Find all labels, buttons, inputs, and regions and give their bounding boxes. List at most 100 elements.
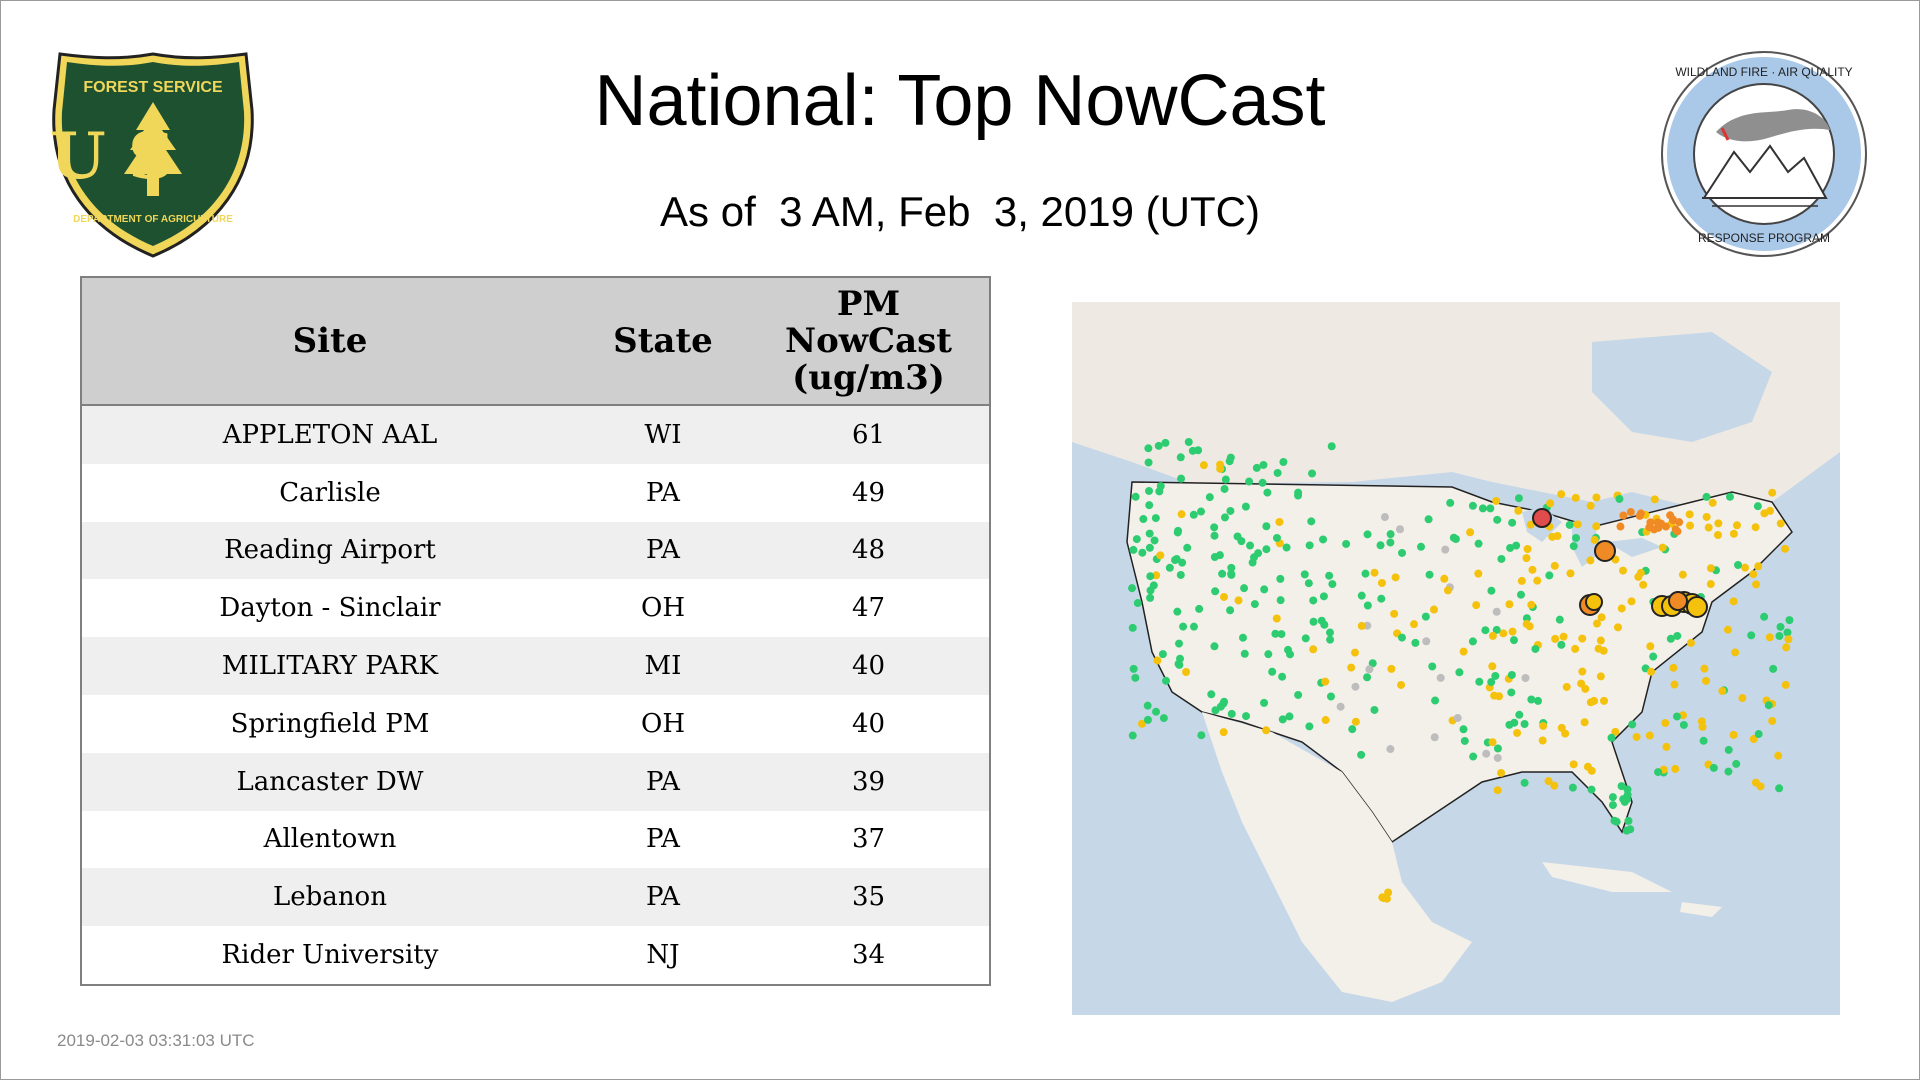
cell-value: 40	[748, 637, 990, 695]
site-marker	[1612, 817, 1621, 826]
site-marker	[1422, 637, 1431, 646]
site-marker	[1706, 564, 1715, 573]
site-marker	[1199, 461, 1208, 470]
site-marker	[1319, 592, 1328, 601]
site-marker	[1421, 612, 1430, 621]
site-marker	[1713, 530, 1722, 539]
site-marker	[1672, 712, 1681, 721]
site-marker	[1666, 634, 1675, 643]
site-marker	[1468, 501, 1477, 510]
logo-right-bottom-text: RESPONSE PROGRAM	[1698, 231, 1830, 245]
site-marker	[1729, 529, 1738, 538]
site-marker	[1143, 715, 1152, 724]
table-row: Lebanon PA 35	[81, 868, 990, 927]
site-marker	[1724, 745, 1733, 754]
site-marker	[1275, 518, 1284, 527]
site-marker	[1183, 543, 1192, 552]
site-marker	[1685, 510, 1694, 519]
site-marker	[1177, 474, 1186, 483]
site-marker	[1254, 549, 1263, 558]
site-marker	[1499, 629, 1508, 638]
site-marker	[1162, 676, 1171, 685]
site-marker	[1562, 682, 1571, 691]
site-marker	[1781, 544, 1790, 553]
site-marker	[1129, 664, 1138, 673]
site-marker	[1227, 563, 1236, 572]
site-marker	[1581, 684, 1590, 693]
site-marker	[1252, 463, 1261, 472]
site-marker	[1133, 599, 1142, 608]
site-marker	[1599, 646, 1608, 655]
site-marker	[1513, 728, 1522, 737]
site-marker	[1210, 553, 1219, 562]
site-marker	[1325, 628, 1334, 637]
site-marker	[1325, 571, 1334, 580]
site-marker	[1460, 736, 1469, 745]
site-marker	[1425, 570, 1434, 579]
table-row: Springfield PM OH 40	[81, 694, 990, 753]
site-marker	[1285, 712, 1294, 721]
site-marker	[1321, 677, 1330, 686]
site-marker	[1557, 640, 1566, 649]
site-marker	[1342, 539, 1351, 548]
site-marker	[1449, 533, 1458, 542]
site-marker	[1234, 596, 1243, 605]
site-marker	[1724, 767, 1733, 776]
site-marker	[1146, 593, 1155, 602]
site-marker	[1262, 522, 1271, 531]
site-marker	[1436, 673, 1445, 682]
site-marker	[1278, 715, 1287, 724]
site-marker	[1430, 733, 1439, 742]
site-marker	[1514, 506, 1523, 515]
site-marker	[1307, 517, 1316, 526]
site-marker	[1363, 601, 1372, 610]
site-marker	[1628, 720, 1637, 729]
site-marker	[1351, 682, 1360, 691]
site-marker	[1555, 615, 1564, 624]
cell-value: 34	[748, 926, 990, 985]
site-marker	[1550, 561, 1559, 570]
site-marker	[1509, 636, 1518, 645]
site-marker	[1487, 586, 1496, 595]
site-marker	[1654, 768, 1663, 777]
table-row: Lancaster DW PA 39	[81, 752, 990, 811]
site-marker	[1577, 679, 1586, 688]
site-marker	[1397, 680, 1406, 689]
site-marker	[1784, 635, 1793, 644]
site-marker	[1528, 565, 1537, 574]
site-marker	[1309, 617, 1318, 626]
site-marker	[1326, 692, 1335, 701]
site-marker	[1732, 759, 1741, 768]
site-marker	[1226, 506, 1235, 515]
site-marker	[1384, 888, 1393, 897]
site-marker	[1272, 614, 1281, 623]
site-marker	[1585, 593, 1603, 611]
site-marker	[1441, 545, 1450, 554]
site-marker	[1336, 702, 1345, 711]
site-marker	[1227, 570, 1236, 579]
site-marker	[1210, 642, 1219, 651]
site-marker	[1176, 570, 1185, 579]
site-marker	[1308, 469, 1317, 478]
header-pm-nowcast: PM NowCast (ug/m3)	[748, 277, 990, 406]
cell-value: 39	[748, 752, 990, 811]
site-marker	[1182, 667, 1191, 676]
site-marker	[1361, 569, 1370, 578]
site-marker	[1520, 719, 1529, 728]
site-marker	[1382, 894, 1391, 903]
site-marker	[1550, 781, 1559, 790]
site-marker	[1144, 444, 1153, 453]
site-marker	[1481, 626, 1490, 635]
site-marker	[1145, 501, 1154, 510]
site-marker	[1627, 597, 1636, 606]
site-marker	[1161, 438, 1170, 447]
cell-value: 48	[748, 521, 990, 580]
site-marker	[1159, 714, 1168, 723]
site-marker	[1357, 621, 1366, 630]
site-marker	[1478, 504, 1487, 513]
site-marker	[1704, 523, 1713, 532]
site-marker	[1386, 530, 1395, 539]
cell-value: 47	[748, 579, 990, 638]
site-marker	[1301, 634, 1310, 643]
site-marker	[1586, 501, 1595, 510]
